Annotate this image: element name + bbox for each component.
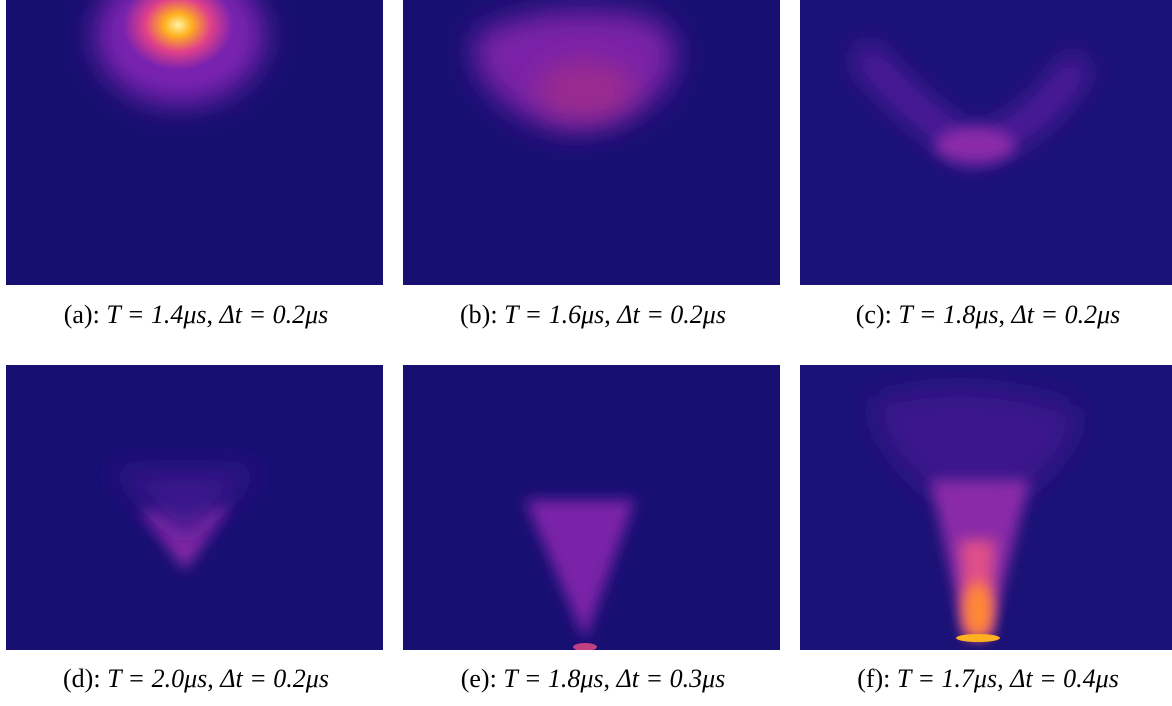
caption: (a): T = 1.4μs, Δt = 0.2μs xyxy=(63,300,329,329)
caption-label: (f): xyxy=(857,664,891,693)
image-a xyxy=(6,0,383,285)
image-f xyxy=(800,365,1172,650)
caption-label: (e): xyxy=(460,664,497,693)
caption: (d): T = 2.0μs, Δt = 0.2μs xyxy=(63,664,329,693)
caption: (c): T = 1.8μs, Δt = 0.2μs xyxy=(855,300,1121,329)
caption-label: (d): xyxy=(63,664,101,693)
caption-label: (a): xyxy=(63,300,100,329)
caption-time: T = 1.7μs xyxy=(896,664,998,693)
caption: (e): T = 1.8μs, Δt = 0.3μs xyxy=(460,664,726,693)
caption-width: Δt = 0.2μs xyxy=(617,300,726,329)
caption-width: Δt = 0.3μs xyxy=(616,664,726,693)
image-b xyxy=(403,0,780,285)
caption-time: T = 2.0μs xyxy=(107,664,208,693)
caption-time: T = 1.8μs xyxy=(503,664,604,693)
caption-label: (b): xyxy=(460,300,498,329)
image-e xyxy=(403,365,780,650)
caption-time: T = 1.8μs xyxy=(898,300,999,329)
caption-label: (c): xyxy=(855,300,892,329)
image-d xyxy=(6,365,383,650)
caption: (f): T = 1.7μs, Δt = 0.4μs xyxy=(857,664,1119,693)
caption-width: Δt = 0.2μs xyxy=(219,300,329,329)
caption-width: Δt = 0.2μs xyxy=(1011,300,1121,329)
caption-time: T = 1.6μs xyxy=(504,300,605,329)
caption-time: T = 1.4μs xyxy=(106,300,207,329)
caption: (b): T = 1.6μs, Δt = 0.2μs xyxy=(460,300,726,329)
caption-width: Δt = 0.2μs xyxy=(220,664,329,693)
caption-width: Δt = 0.4μs xyxy=(1010,664,1119,693)
image-c xyxy=(800,0,1172,285)
